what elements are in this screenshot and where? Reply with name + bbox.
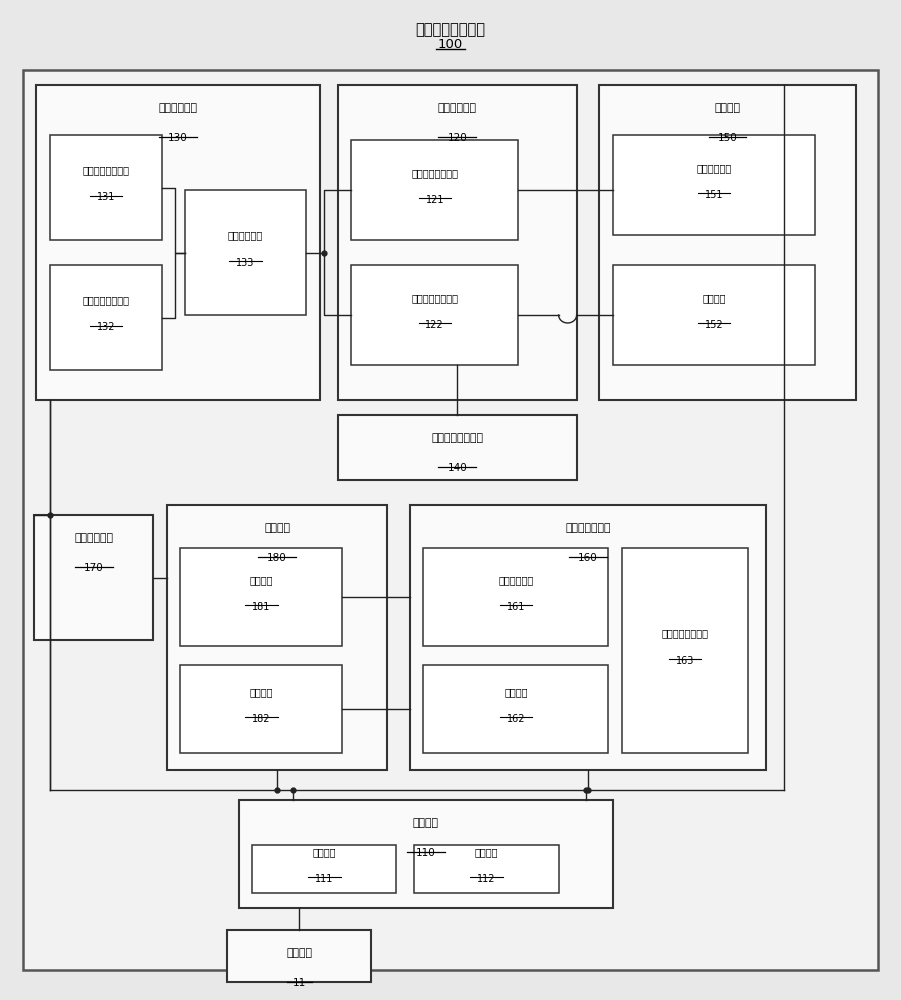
Text: 射频变压单元: 射频变压单元 <box>696 163 732 173</box>
Bar <box>410 505 766 770</box>
Text: 152: 152 <box>705 320 724 330</box>
Bar <box>338 415 577 480</box>
Text: 120: 120 <box>448 133 467 143</box>
Bar <box>185 190 306 315</box>
Text: 133: 133 <box>236 257 255 267</box>
Text: 181: 181 <box>252 602 270 612</box>
Text: 供电单元: 供电单元 <box>504 687 528 697</box>
Text: 11: 11 <box>293 978 305 988</box>
Bar <box>599 85 856 400</box>
Text: 122: 122 <box>425 320 444 330</box>
Text: 转换单元: 转换单元 <box>702 293 726 303</box>
Bar <box>34 515 153 640</box>
Text: 信号采集模块: 信号采集模块 <box>438 103 477 113</box>
Text: 132: 132 <box>96 322 115 332</box>
Text: 温度检测模块: 温度检测模块 <box>74 533 114 543</box>
Bar <box>180 665 342 753</box>
Text: 终端设备: 终端设备 <box>287 948 312 958</box>
Text: 处理单元: 处理单元 <box>250 575 273 585</box>
Text: 110: 110 <box>416 848 435 858</box>
Text: 150: 150 <box>718 133 737 143</box>
Bar <box>423 665 608 753</box>
Text: 112: 112 <box>478 874 496 884</box>
Text: 第二钳位供电电路: 第二钳位供电电路 <box>82 296 130 306</box>
Bar <box>180 548 342 646</box>
Text: 151: 151 <box>705 190 724 200</box>
Bar <box>351 265 518 365</box>
Bar <box>227 930 371 982</box>
Text: 163: 163 <box>676 656 694 666</box>
Bar <box>167 505 387 770</box>
Text: 降压单元: 降压单元 <box>475 847 498 857</box>
Text: 121: 121 <box>425 195 444 205</box>
Bar <box>50 135 162 240</box>
Bar <box>252 845 396 893</box>
Text: 共模参考电压模块: 共模参考电压模块 <box>432 433 483 443</box>
Text: 170: 170 <box>84 563 104 573</box>
Text: 第二信号采集模块: 第二信号采集模块 <box>411 293 459 303</box>
Text: 162: 162 <box>506 714 525 724</box>
Bar <box>622 548 748 753</box>
Text: 161: 161 <box>506 602 525 612</box>
Text: 信号采集处理装置: 信号采集处理装置 <box>415 22 486 37</box>
Text: 电源模块: 电源模块 <box>413 818 439 828</box>
Text: 111: 111 <box>315 874 333 884</box>
Text: 转换模块: 转换模块 <box>714 103 741 113</box>
Bar <box>613 265 815 365</box>
Bar <box>414 845 559 893</box>
Text: 160: 160 <box>578 553 597 563</box>
Bar <box>338 85 577 400</box>
Bar <box>50 265 162 370</box>
Text: 滤波单元: 滤波单元 <box>313 847 336 857</box>
Text: 时钟信号单元: 时钟信号单元 <box>498 575 533 585</box>
Text: 131: 131 <box>96 192 115 202</box>
Text: 处理模块: 处理模块 <box>264 523 290 533</box>
Text: 140: 140 <box>448 463 467 473</box>
Text: 100: 100 <box>438 38 463 51</box>
Text: 130: 130 <box>168 133 187 143</box>
Text: 通信单元: 通信单元 <box>250 687 273 697</box>
Bar <box>423 548 608 646</box>
Text: 可编程控制模块: 可编程控制模块 <box>565 523 611 533</box>
Bar <box>36 85 320 400</box>
Text: 182: 182 <box>252 714 270 724</box>
Bar <box>239 800 613 908</box>
Text: 第一钳位供电电路: 第一钳位供电电路 <box>82 165 130 176</box>
Bar <box>351 140 518 240</box>
Text: 钳位保护电路: 钳位保护电路 <box>228 230 263 240</box>
Text: 180: 180 <box>268 553 287 563</box>
Text: 钳位保护模块: 钳位保护模块 <box>159 103 197 113</box>
Bar <box>613 135 815 235</box>
Text: 可编程逻辑门阵列: 可编程逻辑门阵列 <box>661 629 708 639</box>
Text: 第一信号采集模块: 第一信号采集模块 <box>411 168 459 178</box>
